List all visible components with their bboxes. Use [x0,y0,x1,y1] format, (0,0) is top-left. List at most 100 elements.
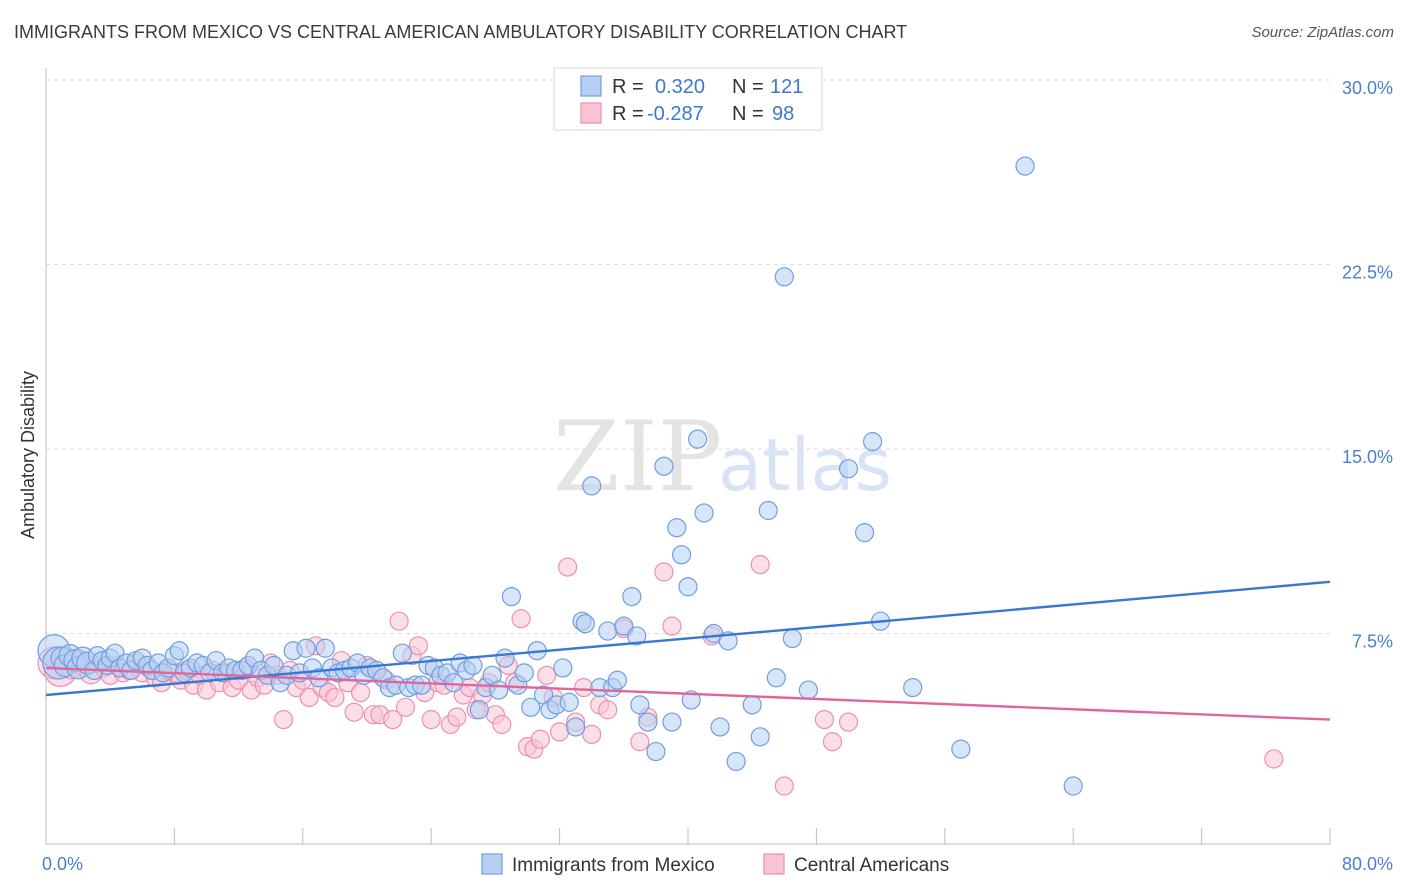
central-americans-point-36 [273,709,294,730]
central-americans-point-96 [838,712,859,732]
central-americans-point-93 [774,776,794,796]
immigrants-from-mexico-point-99 [630,695,650,715]
series-immigrants-from-mexico [37,156,1083,796]
immigrants-from-mexico-point-117 [766,668,786,688]
immigrants-from-mexico-point-80 [514,663,534,683]
immigrants-from-mexico-point-101 [646,741,666,762]
immigrants-from-mexico-point-96 [614,616,634,636]
central-americans-point-76 [530,729,550,749]
watermark-atlas: atlas [718,423,892,507]
immigrants-from-mexico-point-61 [392,643,412,663]
immigrants-from-mexico-point-123 [862,432,883,452]
watermark-zip: ZIP [553,401,722,513]
central-americans-point-83 [582,724,602,744]
central-americans-point-92 [750,555,770,575]
immigrants-from-mexico-point-122 [854,523,875,543]
trend-line-immigrants-from-mexico [45,580,1331,697]
immigrants-from-mexico-point-64 [411,675,432,695]
immigrants-from-mexico-point-76 [489,680,509,700]
immigrants-from-mexico-point-95 [607,670,627,690]
immigrants-from-mexico-point-87 [559,692,579,712]
immigrants-from-mexico-point-72 [463,655,483,676]
central-americans-point-55 [395,697,416,717]
central-americans-point-77 [537,665,557,685]
immigrants-from-mexico-point-100 [638,712,658,732]
legend-swatch-pink [580,102,602,124]
central-americans-point-79 [549,722,570,742]
immigrants-from-mexico-point-103 [662,712,682,732]
central-americans-point-47 [344,702,364,722]
y-tick-label-0: 7.5% [1352,632,1393,652]
axes [45,68,1331,845]
immigrants-from-mexico-point-116 [758,500,778,521]
watermark: ZIP atlas [553,401,892,513]
immigrants-from-mexico-point-86 [553,658,573,678]
immigrants-from-mexico-point-104 [667,518,687,538]
y-tick-label-1: 15.0% [1342,447,1393,467]
central-americans-point-70 [492,714,512,735]
immigrants-from-mexico-point-120 [798,680,818,700]
bottom-legend-label-blue: Immigrants from Mexico [512,855,715,876]
immigrants-from-mexico-point-111 [710,717,730,737]
immigrants-from-mexico-point-102 [654,456,674,476]
central-americans-point-44 [325,687,345,708]
legend-r-label-pink: R = [612,103,644,125]
legend-n-value-blue: 121 [770,76,803,98]
x-tick-label-1: 80.0% [1342,854,1393,874]
immigrants-from-mexico-point-121 [838,459,859,479]
immigrants-from-mexico-point-77 [495,648,515,668]
central-americans-point-97 [1264,749,1284,769]
trend-lines [45,580,1331,721]
legend-n-value-pink: 98 [772,103,794,125]
immigrants-from-mexico-point-109 [694,503,714,523]
central-americans-point-90 [662,616,682,636]
y-axis-label: Ambulatory Disability [18,371,38,539]
central-americans-point-87 [630,732,650,752]
immigrants-from-mexico-point-26 [169,641,189,661]
central-americans-point-40 [299,687,319,708]
bottom-legend: Immigrants from Mexico Central Americans [481,853,949,876]
central-americans-point-54 [389,611,409,631]
central-americans-point-80 [558,557,578,577]
trend-line-central-americans [45,666,1331,721]
central-americans-point-85 [598,700,618,720]
central-americans-point-73 [511,609,531,629]
central-americans-point-95 [822,732,843,752]
immigrants-from-mexico-point-73 [469,700,489,720]
central-americans-point-89 [654,562,674,582]
immigrants-from-mexico-point-108 [688,429,708,449]
immigrants-from-mexico-point-88 [566,717,586,737]
y-tick-label-2: 22.5% [1342,263,1393,283]
x-tick-label-0: 0.0% [42,854,83,874]
legend-n-label-blue: N = [732,76,764,98]
immigrants-from-mexico-point-126 [951,739,971,759]
top-legend: R = 0.320 N = 121 R = -0.287 N = 98 [553,67,823,131]
immigrants-from-mexico-point-98 [627,626,647,646]
bottom-legend-swatch-pink [763,853,785,875]
immigrants-from-mexico-point-113 [726,751,746,772]
immigrants-from-mexico-point-128 [1063,776,1083,796]
immigrants-from-mexico-point-97 [622,586,642,607]
legend-r-label-blue: R = [612,76,644,98]
y-tick-label-3: 30.0% [1342,78,1393,98]
immigrants-from-mexico-point-115 [750,727,770,747]
immigrants-from-mexico-point-90 [575,614,595,634]
bottom-legend-swatch-blue [481,853,503,875]
immigrants-from-mexico-point-81 [521,697,541,717]
legend-swatch-blue [580,75,602,97]
chart-title: IMMIGRANTS FROM MEXICO VS CENTRAL AMERIC… [14,22,908,42]
immigrants-from-mexico-point-119 [782,628,802,649]
central-americans-point-59 [421,709,441,730]
central-americans-point-63 [447,707,467,727]
immigrants-from-mexico-point-107 [681,690,701,710]
immigrants-from-mexico-point-118 [774,267,794,287]
central-americans-point-53 [383,709,403,730]
chart-source: Source: ZipAtlas.com [1251,24,1394,41]
immigrants-from-mexico-point-114 [742,695,762,715]
legend-r-value-pink: -0.287 [647,103,704,125]
immigrants-from-mexico-point-46 [296,638,316,658]
immigrants-from-mexico-point-105 [671,545,692,565]
immigrants-from-mexico-point-93 [598,621,618,641]
immigrants-from-mexico-point-127 [1015,156,1035,176]
bottom-legend-label-pink: Central Americans [794,855,949,876]
